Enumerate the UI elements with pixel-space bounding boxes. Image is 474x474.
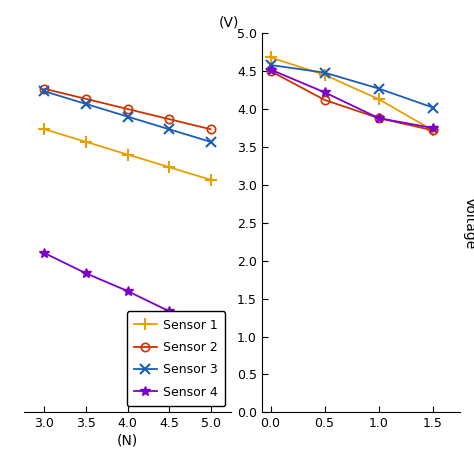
Sensor 3 [42,89,47,94]
Sensor 1 [166,164,172,170]
Sensor 4 [42,250,47,256]
Sensor 1 [42,127,47,132]
Sensor 3 [83,101,89,107]
Sensor 3 [166,127,172,132]
Sensor 4 [208,328,214,334]
Sensor 2 [208,127,214,132]
Line: Sensor 4: Sensor 4 [40,248,216,337]
Sensor 4 [166,309,172,314]
Sensor 2 [42,86,47,91]
Line: Sensor 1: Sensor 1 [39,124,216,185]
Line: Sensor 2: Sensor 2 [40,85,215,133]
Line: Sensor 3: Sensor 3 [40,86,216,147]
Text: (V): (V) [219,15,239,29]
Legend: Sensor 1, Sensor 2, Sensor 3, Sensor 4: Sensor 1, Sensor 2, Sensor 3, Sensor 4 [127,311,225,406]
Sensor 2 [166,116,172,122]
Sensor 2 [125,106,130,112]
Y-axis label: Voltage: Voltage [463,197,474,249]
Sensor 2 [83,96,89,102]
Sensor 3 [208,139,214,145]
Sensor 4 [83,271,89,276]
Sensor 4 [125,288,130,294]
Sensor 1 [125,152,130,157]
Sensor 1 [83,139,89,145]
Sensor 1 [208,177,214,182]
X-axis label: (N): (N) [117,433,138,447]
Sensor 3 [125,114,130,119]
